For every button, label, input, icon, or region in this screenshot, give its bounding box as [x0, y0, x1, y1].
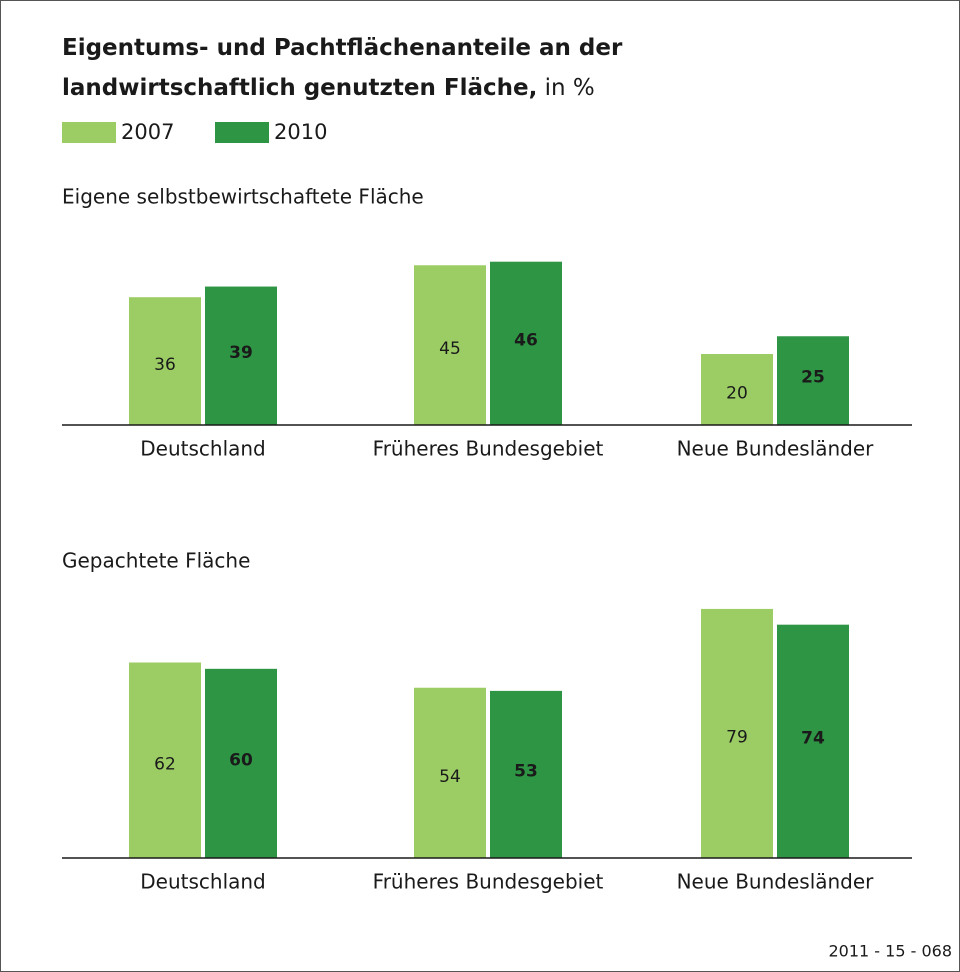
value-label: 45	[439, 339, 461, 359]
bar	[777, 336, 849, 425]
value-label: 36	[154, 355, 176, 375]
bar	[414, 687, 486, 858]
value-label: 53	[514, 761, 538, 781]
x-tick-label: Deutschland	[140, 437, 266, 461]
x-tick-label: Neue Bundesländer	[677, 437, 875, 461]
bar	[205, 286, 277, 425]
bar	[701, 608, 773, 858]
legend-swatch	[215, 122, 269, 143]
legend-label: 2007	[121, 120, 174, 144]
panel-subtitle: Gepachtete Fläche	[62, 549, 250, 573]
bar	[129, 662, 201, 858]
value-label: 60	[229, 750, 253, 770]
value-label: 39	[229, 343, 253, 363]
panel-subtitle: Eigene selbstbewirtschaftete Fläche	[62, 185, 424, 209]
value-label: 25	[801, 368, 825, 388]
x-tick-label: Früheres Bundesgebiet	[373, 437, 604, 461]
x-tick-label: Neue Bundesländer	[677, 870, 875, 894]
x-tick-label: Deutschland	[140, 870, 266, 894]
x-tick-label: Früheres Bundesgebiet	[373, 870, 604, 894]
bar	[777, 624, 849, 858]
legend-label: 2010	[274, 120, 327, 144]
value-label: 54	[439, 767, 461, 787]
bar	[205, 668, 277, 858]
chart-title: Eigentums- und Pachtflächenanteile an de…	[62, 28, 862, 108]
bar	[129, 297, 201, 425]
source: 2011 - 15 - 068	[828, 942, 952, 961]
value-label: 46	[514, 330, 538, 350]
legend-swatch	[62, 122, 116, 143]
bar	[490, 261, 562, 425]
value-label: 74	[801, 728, 825, 748]
bar	[414, 265, 486, 425]
title-unit: in %	[544, 75, 595, 101]
value-label: 20	[726, 384, 748, 404]
bar	[490, 690, 562, 858]
bar	[701, 354, 773, 425]
value-label: 62	[154, 754, 176, 774]
title-main: Eigentums- und Pachtflächenanteile an de…	[62, 35, 623, 101]
value-label: 79	[726, 727, 748, 747]
